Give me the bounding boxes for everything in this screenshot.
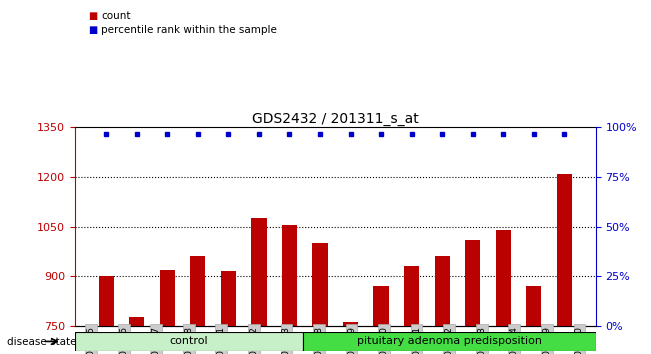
Text: GSM100903: GSM100903	[282, 326, 291, 354]
Text: GSM100888: GSM100888	[314, 326, 324, 354]
Bar	[526, 286, 542, 326]
Text: GSM100900: GSM100900	[575, 326, 584, 354]
Text: GSM100895: GSM100895	[87, 326, 96, 354]
FancyBboxPatch shape	[75, 332, 303, 351]
Text: disease state: disease state	[7, 337, 76, 347]
Text: GSM100889: GSM100889	[347, 326, 356, 354]
Text: GSM100899: GSM100899	[542, 326, 551, 354]
Text: GSM100894: GSM100894	[510, 326, 519, 354]
Bar	[282, 225, 297, 326]
Text: GSM100893: GSM100893	[477, 326, 486, 354]
Bar	[190, 256, 206, 326]
Text: GSM100897: GSM100897	[152, 326, 161, 354]
Text: GSM100892: GSM100892	[445, 326, 454, 354]
Text: count: count	[101, 11, 130, 21]
Text: GSM100890: GSM100890	[380, 326, 389, 354]
Bar	[465, 240, 480, 326]
Bar	[251, 218, 266, 326]
Text: pituitary adenoma predisposition: pituitary adenoma predisposition	[357, 336, 542, 347]
Bar	[495, 230, 511, 326]
Text: control: control	[169, 336, 208, 347]
Bar	[98, 276, 114, 326]
Bar	[374, 286, 389, 326]
Text: ■: ■	[88, 25, 97, 35]
Text: GSM100901: GSM100901	[217, 326, 226, 354]
Title: GDS2432 / 201311_s_at: GDS2432 / 201311_s_at	[252, 113, 419, 126]
Text: percentile rank within the sample: percentile rank within the sample	[101, 25, 277, 35]
Text: GSM100896: GSM100896	[119, 326, 128, 354]
Bar	[343, 322, 358, 326]
Text: GSM100891: GSM100891	[412, 326, 421, 354]
Bar	[557, 174, 572, 326]
Text: GSM100898: GSM100898	[184, 326, 193, 354]
Bar	[159, 269, 175, 326]
Bar	[312, 243, 327, 326]
Bar	[404, 266, 419, 326]
Bar	[221, 271, 236, 326]
Text: GSM100902: GSM100902	[249, 326, 258, 354]
Bar	[434, 256, 450, 326]
FancyBboxPatch shape	[303, 332, 596, 351]
Bar	[129, 318, 145, 326]
Text: ■: ■	[88, 11, 97, 21]
